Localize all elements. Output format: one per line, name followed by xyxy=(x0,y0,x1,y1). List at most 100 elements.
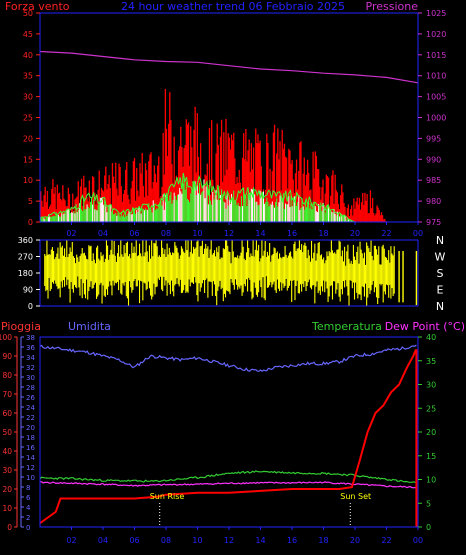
temperature-tick-label: 5 xyxy=(426,499,431,508)
pressure-tick-label: 1000 xyxy=(426,114,446,123)
rain-tick-label: 20 xyxy=(2,485,12,494)
time-tick-label: 00 xyxy=(413,536,423,545)
temperature-line xyxy=(39,470,417,483)
compass-label: E xyxy=(437,284,444,297)
pressure-axis: 975 980 985 990 995 1000 1005 1010 1015 1020 1025 xyxy=(418,9,446,227)
pressure-tick-label: 995 xyxy=(426,134,441,143)
humidity-tick-label: 36 xyxy=(26,344,35,352)
direction-tick-label: 0 xyxy=(28,302,33,311)
humidity-tick-label: 38 xyxy=(26,334,35,342)
humidity-tick-label: 10 xyxy=(26,474,35,482)
rain-axis: 0 10 20 30 40 50 60 70 80 90 100 xyxy=(0,333,18,532)
rain-tick-label: 60 xyxy=(2,409,12,418)
wind-speed-label: Forza vento xyxy=(5,0,70,13)
direction-tick-label: 180 xyxy=(18,269,33,278)
dewpoint-label: Dew Point (°C) xyxy=(385,320,465,333)
pressure-tick-label: 1005 xyxy=(426,93,446,102)
rain-tick-label: 70 xyxy=(2,390,12,399)
rain-tick-label: 10 xyxy=(2,504,12,513)
pressure-tick-label: 990 xyxy=(426,155,441,164)
pressure-tick-label: 985 xyxy=(426,176,441,185)
time-tick-label: 06 xyxy=(129,229,139,238)
temperature-tick-label: 10 xyxy=(426,476,436,485)
wind-tick-label: 45 xyxy=(23,30,33,39)
temperature-tick-label: 35 xyxy=(426,357,436,366)
pressure-tick-label: 975 xyxy=(426,218,441,227)
compass-label: S xyxy=(437,267,444,280)
pressure-tick-label: 1010 xyxy=(426,72,446,81)
rain-tick-label: 90 xyxy=(2,352,12,361)
temperature-tick-label: 15 xyxy=(426,452,436,461)
humidity-label: Umidita xyxy=(68,320,111,333)
humidity-tick-label: 34 xyxy=(26,354,35,362)
time-tick-label: 06 xyxy=(129,536,139,545)
rain-tick-label: 0 xyxy=(7,523,12,532)
rain-label: Pioggia xyxy=(1,320,41,333)
wind-speed-axis: 0 5 10 15 20 25 30 35 40 45 50 xyxy=(23,9,40,227)
time-tick-label: 16 xyxy=(287,229,297,238)
rain-tick-label: 50 xyxy=(2,428,12,437)
wind-tick-label: 25 xyxy=(23,114,33,123)
humidity-tick-label: 16 xyxy=(26,444,35,452)
wind-tick-label: 35 xyxy=(23,72,33,81)
compass-label: N xyxy=(436,300,444,313)
temperature-tick-label: 0 xyxy=(426,523,431,532)
temperature-tick-label: 30 xyxy=(426,381,436,390)
direction-tick-label: 270 xyxy=(18,253,33,262)
time-tick-label: 18 xyxy=(318,536,328,545)
humidity-tick-label: 4 xyxy=(26,504,31,512)
time-tick-label: 12 xyxy=(224,229,234,238)
compass-label: W xyxy=(435,251,446,264)
time-tick-label: 00 xyxy=(413,229,423,238)
wind-tick-label: 0 xyxy=(28,218,33,227)
time-axis-bottom: 02 04 06 08 10 12 14 16 18 20 22 00 xyxy=(66,527,423,545)
humidity-line xyxy=(39,344,417,372)
pressure-tick-label: 1020 xyxy=(426,30,446,39)
direction-tick-label: 90 xyxy=(23,286,33,295)
wind-tick-label: 20 xyxy=(23,134,33,143)
time-tick-label: 02 xyxy=(66,229,76,238)
rain-line xyxy=(39,349,418,527)
wind-pressure-panel: Forza vento 24 hour weather trend 06 Feb… xyxy=(5,0,446,238)
humidity-tick-label: 30 xyxy=(26,374,35,382)
time-tick-label: 02 xyxy=(66,536,76,545)
wind-tick-label: 50 xyxy=(23,9,33,18)
temperature-tick-label: 20 xyxy=(426,428,436,437)
time-tick-label: 10 xyxy=(192,536,202,545)
temperature-tick-label: 25 xyxy=(426,404,436,413)
time-tick-label: 16 xyxy=(287,536,297,545)
humidity-tick-label: 22 xyxy=(26,414,35,422)
pressure-line xyxy=(39,50,419,84)
pressure-tick-label: 980 xyxy=(426,197,441,206)
humidity-tick-label: 2 xyxy=(26,514,30,522)
time-tick-label: 08 xyxy=(161,229,171,238)
wind-tick-label: 15 xyxy=(23,155,33,164)
time-tick-label: 04 xyxy=(98,229,108,238)
sun-annotation-label: Sun Set xyxy=(340,492,371,501)
humidity-tick-label: 8 xyxy=(26,484,30,492)
humidity-tick-label: 0 xyxy=(26,524,30,532)
temperature-tick-label: 40 xyxy=(426,333,436,342)
rain-tick-label: 30 xyxy=(2,466,12,475)
time-tick-label: 14 xyxy=(255,536,265,545)
humidity-tick-label: 26 xyxy=(26,394,35,402)
time-tick-label: 12 xyxy=(224,536,234,545)
time-tick-label: 22 xyxy=(381,536,391,545)
wind-tick-label: 10 xyxy=(23,176,33,185)
direction-axis: 0 90 180 270 360 xyxy=(18,236,40,311)
time-tick-label: 20 xyxy=(350,229,360,238)
humidity-tick-label: 28 xyxy=(26,384,35,392)
time-tick-label: 14 xyxy=(255,229,265,238)
rain-tick-label: 80 xyxy=(2,371,12,380)
pressure-tick-label: 1015 xyxy=(426,51,446,60)
time-axis: 02 04 06 08 10 12 14 16 18 20 22 00 xyxy=(66,222,423,238)
sun-annotations: Sun Rise Sun Set xyxy=(150,492,371,527)
humidity-tick-label: 32 xyxy=(26,364,35,372)
wind-tick-label: 40 xyxy=(23,51,33,60)
compass-label: N xyxy=(436,234,444,247)
time-tick-label: 20 xyxy=(350,536,360,545)
rain-tick-label: 100 xyxy=(0,333,12,342)
